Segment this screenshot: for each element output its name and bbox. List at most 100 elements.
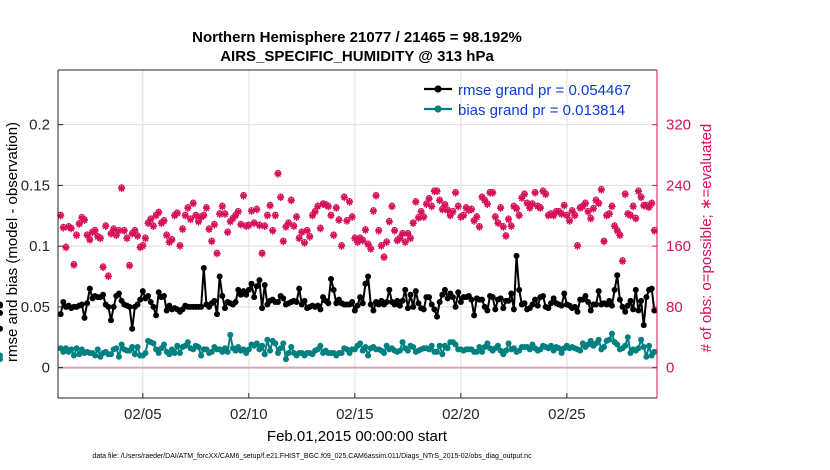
obs-evaluated-point [446, 212, 454, 220]
rmse-point [611, 286, 618, 293]
rmse-point [325, 300, 332, 307]
bias-point [484, 340, 491, 347]
obs-evaluated-point [526, 204, 534, 212]
rmse-point [108, 317, 115, 324]
obs-evaluated-point [287, 196, 295, 205]
obs-evaluated-point [345, 198, 354, 206]
obs-evaluated-point [412, 198, 420, 206]
rmse-point [410, 303, 417, 310]
obs-evaluated-point [359, 237, 367, 245]
bias-point [365, 352, 372, 359]
x-tick-label: 02/10 [230, 406, 268, 423]
bias-point [404, 347, 411, 354]
obs-evaluated-point [629, 203, 637, 211]
bias-point [635, 345, 642, 352]
rmse-point [479, 296, 486, 303]
rmse-point [415, 300, 422, 307]
obs-evaluated-point [263, 212, 271, 220]
obs-evaluated-point [239, 192, 248, 200]
obs-evaluated-point [351, 234, 359, 243]
obs-evaluated-point [70, 261, 78, 269]
rmse-point [134, 301, 141, 308]
obs-evaluated-point [147, 215, 155, 224]
obs-evaluated-point [131, 227, 139, 235]
obs-evaluated-point [404, 230, 412, 238]
obs-evaluated-point [563, 212, 571, 220]
bias-point [150, 340, 157, 347]
rmse-point [330, 286, 337, 293]
obs-evaluated-point [184, 204, 192, 212]
obs-evaluated-point [86, 236, 94, 244]
obs-evaluated-point [226, 218, 234, 226]
obs-evaluated-point [208, 237, 216, 246]
rmse-point [420, 306, 427, 313]
obs-evaluated-point [75, 220, 83, 228]
bias-point [317, 342, 324, 349]
rmse-point [84, 300, 91, 307]
bias-point [505, 340, 512, 347]
rmse-point [449, 294, 456, 301]
rmse-point [200, 265, 207, 272]
obs-evaluated-point [367, 245, 375, 253]
rmse-point [436, 299, 443, 306]
y-left-tick-label: 0.1 [29, 238, 50, 255]
obs-evaluated-point [96, 234, 105, 243]
rmse-point [100, 291, 107, 298]
bias-point [622, 342, 629, 349]
obs-evaluated-point [428, 203, 436, 211]
obs-evaluated-point [144, 219, 152, 227]
obs-evaluated-point [176, 242, 184, 250]
obs-evaluated-point [444, 206, 452, 215]
rmse-point [383, 299, 390, 306]
rmse-point [370, 307, 377, 314]
bias-point [282, 356, 289, 363]
obs-evaluated-point [123, 234, 131, 243]
y-axis-left-label: rmse and bias (model - observation) [4, 122, 21, 362]
obs-evaluated-point [224, 228, 232, 237]
bias-point [285, 350, 292, 357]
obs-evaluated-point [571, 212, 579, 220]
bias-point [479, 348, 486, 355]
bias-point [646, 342, 653, 349]
obs-evaluated-point [473, 213, 481, 221]
obs-evaluated-point [467, 206, 476, 214]
obs-evaluated-point [57, 212, 65, 220]
bias-point [643, 353, 650, 360]
obs-evaluated-point [271, 212, 279, 220]
rmse-point [126, 303, 133, 310]
bias-point [277, 345, 284, 352]
bias-point [595, 336, 602, 343]
obs-evaluated-point [327, 212, 335, 220]
obs-evaluated-point [298, 228, 306, 237]
rmse-point [280, 295, 287, 302]
obs-evaluated-point [202, 204, 211, 212]
legend-bias-marker [434, 105, 442, 113]
obs-evaluated-point [324, 203, 332, 211]
bias-point [555, 345, 562, 352]
bias-point [118, 341, 125, 348]
obs-evaluated-point [314, 203, 322, 211]
obs-evaluated-point [451, 189, 460, 197]
obs-evaluated-point [192, 212, 200, 220]
rmse-point [643, 294, 650, 301]
rmse-point [145, 292, 152, 299]
obs-evaluated-point [67, 225, 75, 233]
obs-evaluated-point [568, 207, 576, 215]
obs-evaluated-point [266, 202, 274, 210]
rmse-point [510, 306, 517, 313]
obs-evaluated-point [369, 207, 378, 215]
obs-evaluated-point [449, 208, 457, 216]
obs-evaluated-point [550, 212, 558, 220]
obs-evaluated-point [229, 215, 237, 223]
obs-evaluated-point [160, 217, 168, 225]
obs-evaluated-point [391, 227, 399, 235]
y-right-tick-label: 240 [666, 177, 691, 194]
obs-evaluated-point [292, 213, 301, 221]
obs-evaluated-point [595, 200, 603, 208]
obs-evaluated-point [536, 204, 544, 212]
rmse-point [253, 283, 260, 290]
obs-evaluated-point [110, 225, 118, 234]
obs-evaluated-point [197, 213, 205, 221]
obs-evaluated-point [592, 196, 600, 205]
obs-evaluated-point [72, 231, 81, 240]
